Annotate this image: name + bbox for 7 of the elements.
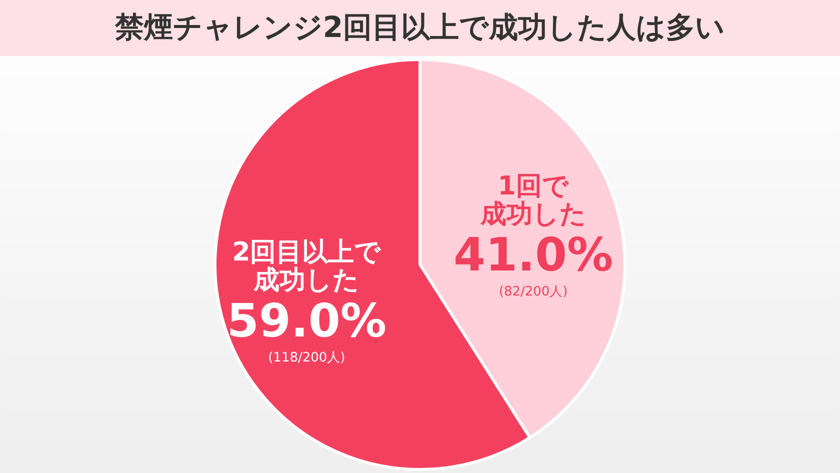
data-label: 59.0% — [226, 293, 386, 348]
chart-title: 禁煙チャレンジ2回目以上で成功した人は多い — [114, 9, 726, 46]
slice-label: 1回で成功した — [479, 172, 586, 230]
slice-label: 2回目以上で成功した — [232, 237, 382, 296]
text: (118/200人) — [268, 350, 346, 366]
text: (82/200人) — [498, 284, 568, 300]
data-label: 41.0% — [454, 228, 614, 282]
